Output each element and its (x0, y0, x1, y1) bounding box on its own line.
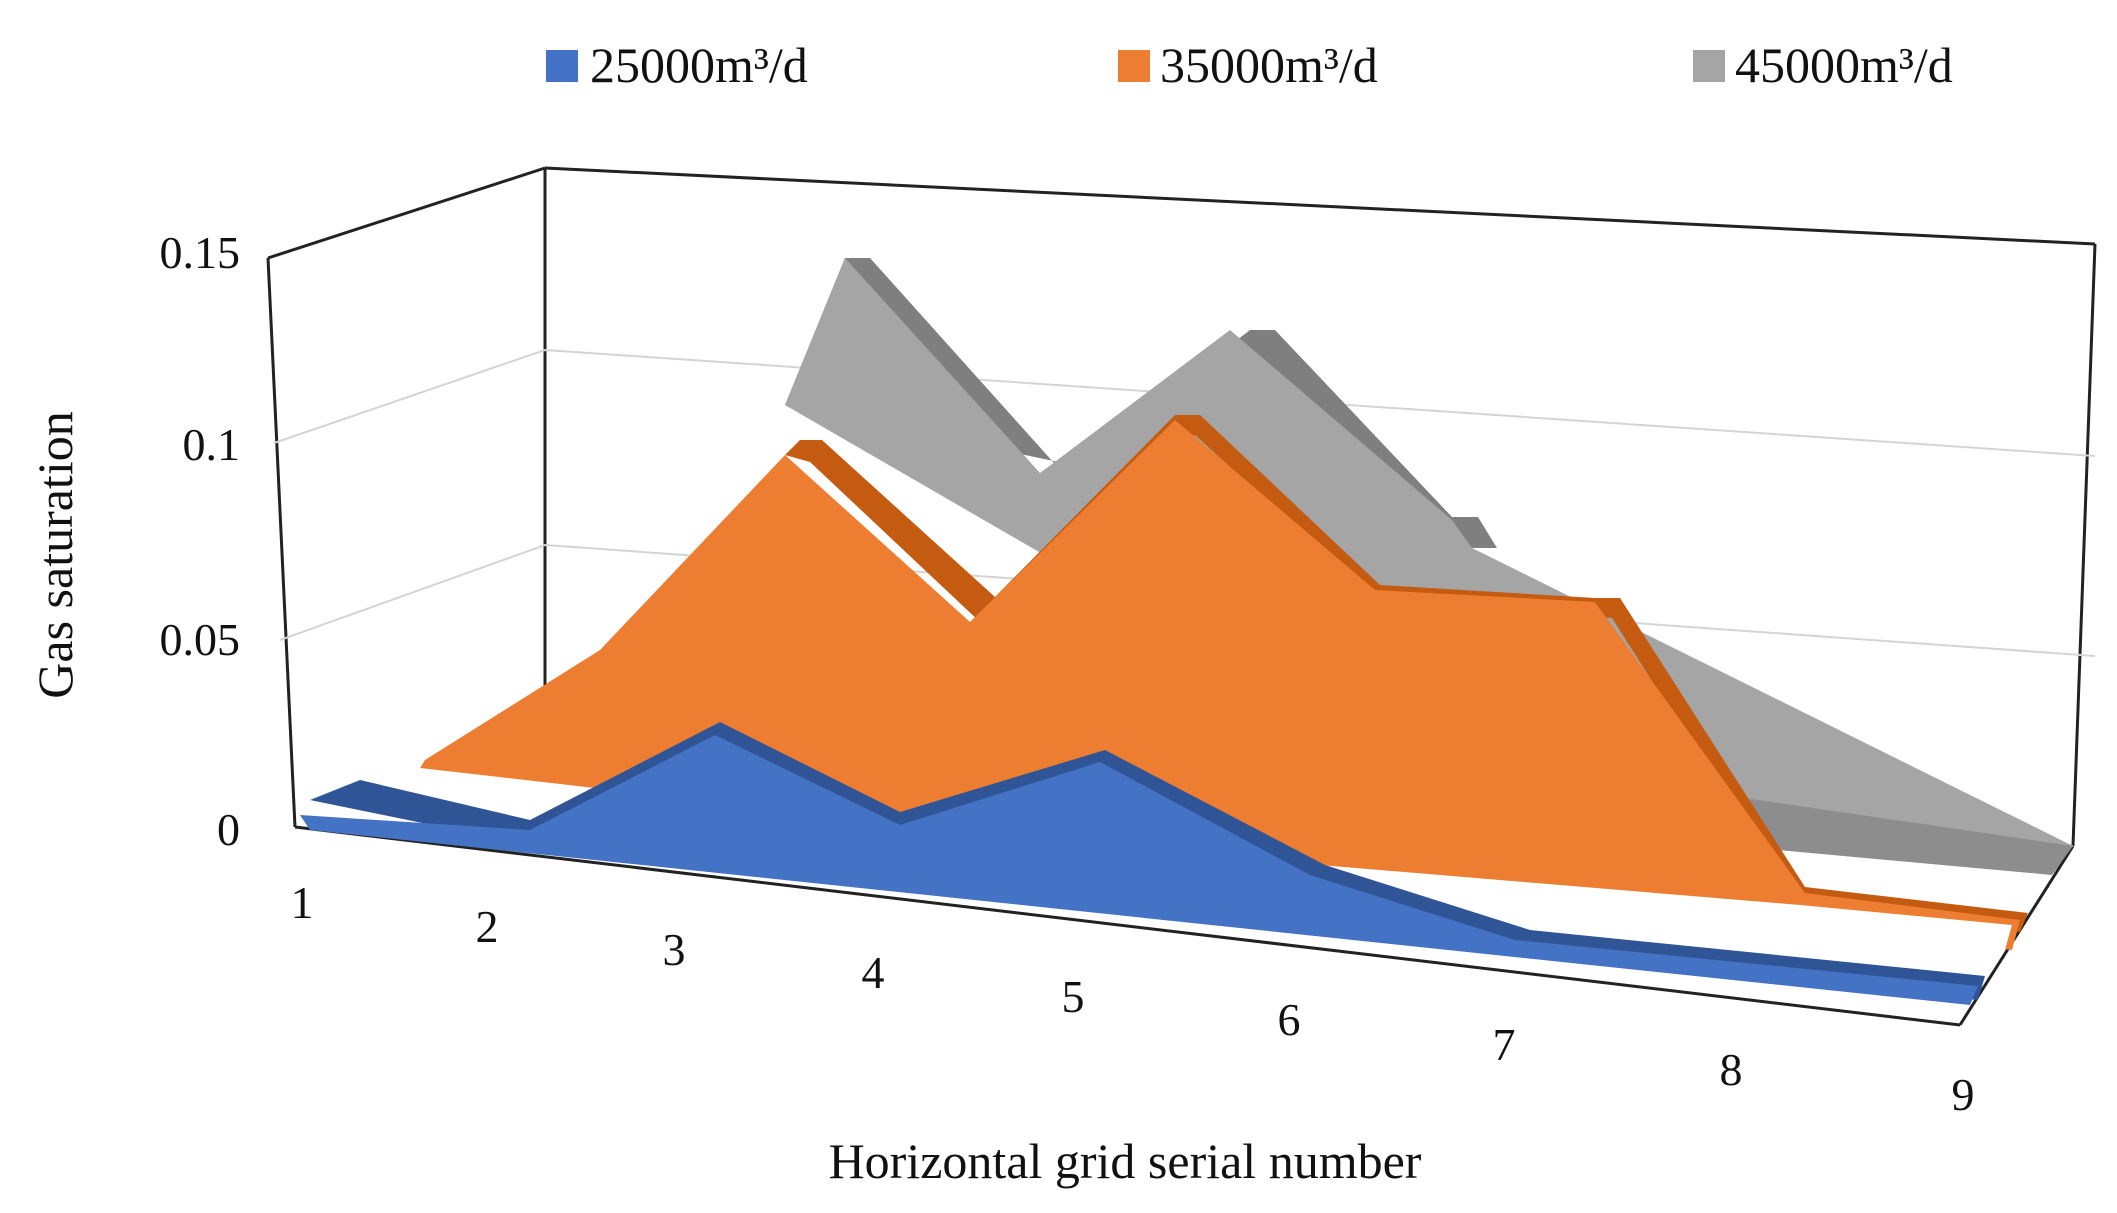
series-area-2-face (420, 420, 2020, 950)
x-axis-title: Horizontal grid serial number (829, 1133, 1422, 1189)
x-tick-label: 3 (663, 924, 686, 975)
y-tick-label: 0 (217, 804, 240, 855)
legend-item-2: 35000m³/d (1118, 37, 1378, 93)
legend-label-1: 25000m³/d (590, 37, 808, 93)
x-tick-label: 5 (1062, 971, 1085, 1022)
legend-swatch-2 (1118, 50, 1150, 82)
series-area-3-face (785, 258, 2073, 846)
y-axis: 0 0.05 0.1 0.15 (160, 227, 241, 855)
x-tick-label: 4 (862, 947, 885, 998)
chart-frame (266, 166, 2097, 1027)
x-tick-label: 2 (476, 901, 499, 952)
series-area-3-floor (1690, 790, 2073, 875)
side-wall-top (267, 166, 546, 260)
back-wall-top (544, 166, 2096, 246)
y-tick-label: 0.1 (183, 419, 241, 470)
series-area-1-face (300, 735, 1978, 1005)
gridline-0.1 (273, 348, 2096, 457)
x-axis: 1 2 3 4 5 6 7 8 9 (291, 877, 1975, 1120)
legend-item-1: 25000m³/d (546, 37, 808, 93)
y-tick-label: 0.05 (160, 614, 241, 665)
x-tick-label: 9 (1952, 1069, 1975, 1120)
legend-item-3: 45000m³/d (1693, 37, 1953, 93)
floor-front-edge (294, 825, 1961, 1027)
y-axis-title: Gas saturation (27, 411, 83, 698)
x-tick-label: 7 (1493, 1019, 1516, 1070)
y-tick-label: 0.15 (160, 227, 241, 278)
x-tick-label: 6 (1278, 994, 1301, 1045)
series-area-3 (785, 258, 2073, 875)
legend: 25000m³/d 35000m³/d 45000m³/d (546, 37, 1953, 93)
series-area-1 (300, 722, 1985, 1005)
legend-swatch-3 (1693, 50, 1725, 82)
legend-label-2: 35000m³/d (1160, 37, 1378, 93)
legend-label-3: 45000m³/d (1735, 37, 1953, 93)
back-wall-right (2071, 243, 2097, 847)
side-wall-left (266, 257, 297, 828)
x-tick-label: 1 (291, 877, 314, 928)
legend-swatch-1 (546, 50, 578, 82)
x-tick-label: 8 (1720, 1044, 1743, 1095)
